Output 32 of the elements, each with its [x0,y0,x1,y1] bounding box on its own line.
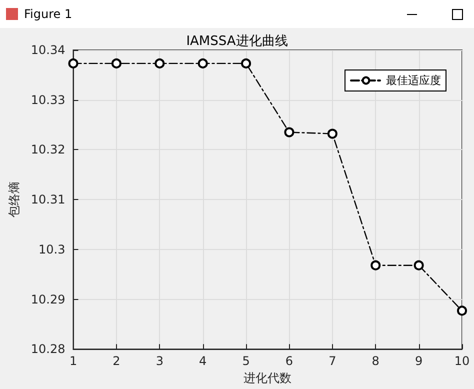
legend-label: 最佳适应度 [386,74,441,87]
y-tick-label: 10.29 [30,292,66,306]
y-tick-label: 10.32 [30,142,66,157]
x-tick-label: 4 [199,354,207,368]
y-axis-title: 包络熵 [7,182,21,218]
x-tick-label: 8 [372,354,380,368]
y-tick-label: 10.34 [30,43,66,57]
y-tick-label: 10.33 [30,92,66,107]
point [154,58,165,68]
point [370,260,381,270]
y-tick-label: 10.28 [30,342,66,356]
point [241,58,252,68]
x-axis-title: 进化代数 [244,371,292,385]
point [111,58,122,68]
x-tick-label: 9 [414,354,423,368]
y-tick-label: 10.31 [30,192,66,207]
x-tick-label: 3 [156,354,164,368]
x-tick-label: 2 [112,354,120,368]
caption: Figure 1 [24,7,72,21]
point [284,127,294,138]
x-tick-label: 10 [454,354,470,368]
point [327,128,338,139]
x-tick-label: 1 [69,354,78,368]
y-tick-label: 10.3 [38,242,66,256]
point [68,58,78,68]
x-tick-label: 6 [285,354,294,368]
x-tick-label: 5 [242,354,250,368]
chart-title: IAMSSA进化曲线 [186,34,288,49]
point [414,260,424,270]
x-tick-label: 7 [328,354,336,368]
point [198,58,208,68]
point [457,306,467,316]
